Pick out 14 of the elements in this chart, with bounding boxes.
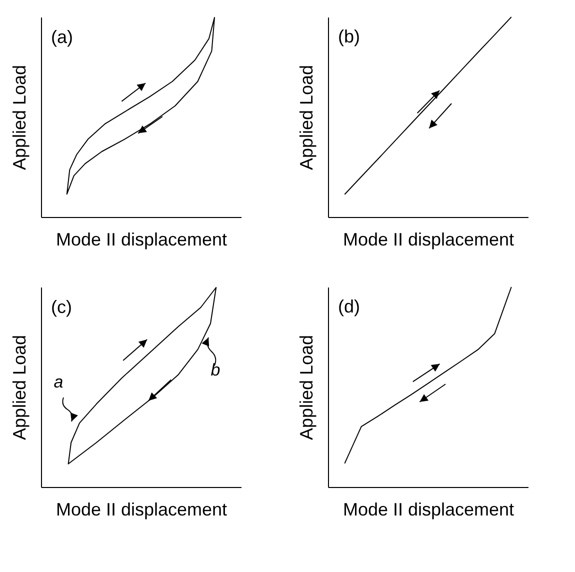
text: (b) bbox=[338, 26, 360, 46]
text: Mode II displacement bbox=[56, 500, 228, 520]
y-axis-title: Applied Load bbox=[296, 64, 316, 170]
text: a bbox=[54, 372, 64, 392]
text: Applied Load bbox=[10, 334, 30, 440]
text: b bbox=[210, 360, 220, 380]
text: Mode II displacement bbox=[56, 230, 228, 250]
text: (d) bbox=[338, 296, 360, 316]
y-axis-title: Applied Load bbox=[296, 334, 316, 440]
text: (a) bbox=[51, 27, 73, 47]
text: (c) bbox=[51, 297, 72, 317]
text: Applied Load bbox=[10, 64, 30, 170]
x-axis-title: Mode II displacement bbox=[342, 500, 514, 520]
x-axis-title: Mode II displacement bbox=[342, 230, 514, 250]
